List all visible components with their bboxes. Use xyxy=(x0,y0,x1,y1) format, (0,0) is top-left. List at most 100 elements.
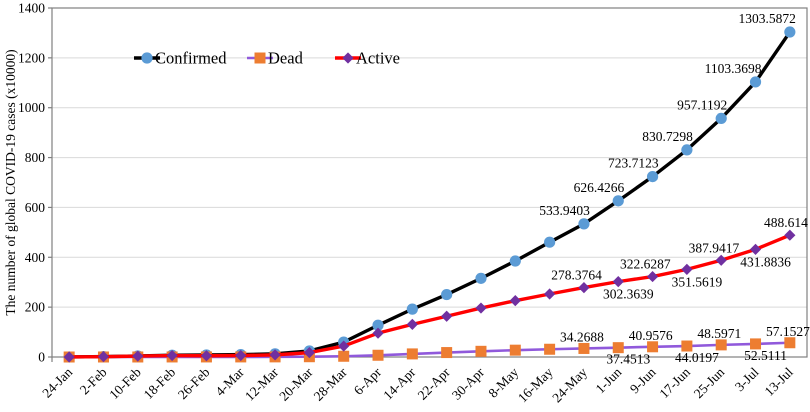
series-marker xyxy=(647,341,659,353)
x-axis-tick-label: 25-Jun xyxy=(691,364,728,401)
x-axis-tick-label: 26-Feb xyxy=(175,364,213,402)
y-axis-tick-label: 1200 xyxy=(18,50,45,65)
data-label: 40.9576 xyxy=(629,328,673,343)
data-label: 488.614 xyxy=(764,215,808,230)
data-label: 52.5111 xyxy=(744,348,787,363)
series-marker xyxy=(646,270,659,283)
series-line xyxy=(67,233,792,359)
data-label: 351.5619 xyxy=(672,274,723,289)
x-axis-tick-label: 17-Jun xyxy=(656,364,693,401)
data-label: 387.9417 xyxy=(689,240,740,255)
data-label: 322.6287 xyxy=(620,257,671,272)
x-axis-tick-label: 13-Jul xyxy=(761,364,796,399)
x-axis-tick-label: 22-Apr xyxy=(415,364,454,403)
series-marker xyxy=(612,195,624,207)
series-marker xyxy=(303,347,315,359)
series-marker xyxy=(544,343,556,355)
series-marker xyxy=(475,302,487,314)
series-marker xyxy=(749,76,762,88)
x-axis-tick-label: 2-Feb xyxy=(77,364,110,397)
series-marker xyxy=(715,112,727,125)
data-label: 626.4266 xyxy=(574,180,625,195)
series-marker xyxy=(342,52,354,64)
series-confirmed xyxy=(63,26,796,363)
series-marker xyxy=(578,282,590,294)
legend-label: Active xyxy=(356,49,400,68)
series-line xyxy=(67,30,792,359)
series-marker xyxy=(254,52,266,64)
series-marker xyxy=(372,349,384,361)
series-marker xyxy=(406,303,418,315)
y-axis-tick-label: 200 xyxy=(25,300,46,315)
series-marker xyxy=(646,170,659,183)
series-marker xyxy=(372,327,384,339)
x-axis-tick-label: 28-Mar xyxy=(311,364,351,404)
y-axis-tick-label: 600 xyxy=(25,200,46,215)
series-marker xyxy=(166,349,178,362)
y-axis-tick-label: 800 xyxy=(25,150,46,165)
legend-label: Confirmed xyxy=(155,49,227,68)
data-label: 44.0197 xyxy=(675,350,719,365)
x-axis-tick-label: 6-Apr xyxy=(351,364,385,398)
series-marker xyxy=(681,144,693,156)
y-axis-tick-label: 400 xyxy=(25,250,46,265)
series-marker xyxy=(372,319,384,331)
y-axis-tick-label: 1000 xyxy=(18,100,45,115)
data-label: 431.8836 xyxy=(740,254,791,269)
series-marker xyxy=(441,310,453,322)
series-marker xyxy=(141,52,153,64)
series-marker xyxy=(681,340,693,352)
series-marker xyxy=(750,338,762,350)
x-axis-tick-label: 9-Jun xyxy=(627,364,659,396)
legend-item-confirmed: Confirmed xyxy=(134,49,227,68)
series-marker xyxy=(338,340,350,352)
x-axis-tick-label: 18-Feb xyxy=(141,364,179,402)
series-marker xyxy=(475,272,487,284)
x-axis-tick-label: 24-May xyxy=(549,364,590,405)
series-marker xyxy=(715,339,727,351)
y-axis-tick-label: 0 xyxy=(38,350,45,365)
data-label: 34.2688 xyxy=(560,329,604,344)
series-marker xyxy=(784,337,796,349)
series-marker xyxy=(784,26,796,38)
x-axis-tick-label: 24-Jan xyxy=(39,364,75,400)
data-label: 957.1192 xyxy=(677,97,727,112)
series-marker xyxy=(338,350,350,362)
x-axis-tick-label: 16-May xyxy=(515,364,556,405)
legend-label: Dead xyxy=(268,49,304,68)
data-label: 1303.5872 xyxy=(738,11,795,26)
series-marker xyxy=(441,288,453,301)
series-marker xyxy=(544,288,556,300)
series-marker xyxy=(578,218,590,230)
data-label: 48.5971 xyxy=(697,326,741,341)
x-axis-tick-label: 3-Jul xyxy=(732,364,762,394)
series-marker xyxy=(509,255,521,267)
series-marker xyxy=(63,351,75,363)
y-axis-tick-label: 1400 xyxy=(18,1,45,16)
series-marker xyxy=(200,350,213,362)
x-axis-tick-label: 20-Mar xyxy=(276,364,316,404)
series-marker xyxy=(509,295,521,307)
series-marker xyxy=(544,236,556,248)
data-label: 1103.3698 xyxy=(705,61,762,76)
series-marker xyxy=(509,344,521,356)
series-marker xyxy=(235,349,247,362)
series-marker xyxy=(269,349,281,361)
series-active xyxy=(63,229,796,363)
series-marker xyxy=(749,243,762,255)
data-label: 533.9403 xyxy=(539,203,590,218)
data-label: 302.3639 xyxy=(603,287,654,302)
data-label: 723.7123 xyxy=(608,156,659,171)
series-marker xyxy=(441,347,453,359)
series-marker xyxy=(578,342,590,354)
series-marker xyxy=(132,350,144,362)
series-marker xyxy=(612,276,624,288)
x-axis-tick-label: 30-Apr xyxy=(449,364,488,403)
data-label: 830.7298 xyxy=(642,129,693,144)
x-axis-tick-label: 1-Jun xyxy=(593,364,625,396)
series-marker xyxy=(784,229,796,241)
series-marker xyxy=(681,263,693,275)
series-marker xyxy=(97,351,110,363)
